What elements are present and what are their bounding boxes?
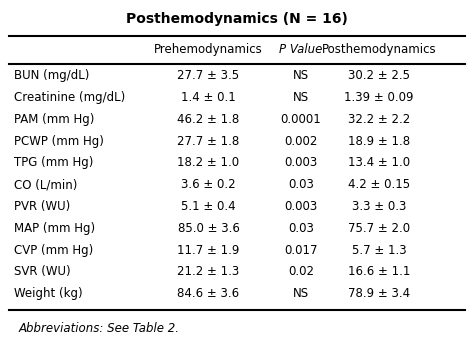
- Text: NS: NS: [293, 69, 309, 82]
- Text: 3.3 ± 0.3: 3.3 ± 0.3: [352, 200, 406, 213]
- Text: CO (L/min): CO (L/min): [14, 178, 78, 191]
- Text: 75.7 ± 2.0: 75.7 ± 2.0: [348, 222, 410, 235]
- Text: 1.4 ± 0.1: 1.4 ± 0.1: [181, 91, 236, 104]
- Text: 0.003: 0.003: [284, 200, 318, 213]
- Text: 27.7 ± 3.5: 27.7 ± 3.5: [177, 69, 240, 82]
- Text: 4.2 ± 0.15: 4.2 ± 0.15: [348, 178, 410, 191]
- Text: 85.0 ± 3.6: 85.0 ± 3.6: [178, 222, 239, 235]
- Text: Creatinine (mg/dL): Creatinine (mg/dL): [14, 91, 126, 104]
- Text: TPG (mm Hg): TPG (mm Hg): [14, 156, 93, 170]
- Text: 0.0001: 0.0001: [281, 113, 321, 126]
- Text: PCWP (mm Hg): PCWP (mm Hg): [14, 135, 104, 148]
- Text: 18.9 ± 1.8: 18.9 ± 1.8: [348, 135, 410, 148]
- Text: SVR (WU): SVR (WU): [14, 265, 71, 279]
- Text: 1.39 ± 0.09: 1.39 ± 0.09: [345, 91, 414, 104]
- Text: Posthemodynamics: Posthemodynamics: [322, 43, 437, 56]
- Text: P Value: P Value: [279, 43, 323, 56]
- Text: Abbreviations: See Table 2.: Abbreviations: See Table 2.: [19, 322, 180, 335]
- Text: CVP (mm Hg): CVP (mm Hg): [14, 244, 93, 257]
- Text: NS: NS: [293, 287, 309, 300]
- Text: 0.03: 0.03: [288, 222, 314, 235]
- Text: Weight (kg): Weight (kg): [14, 287, 83, 300]
- Text: 32.2 ± 2.2: 32.2 ± 2.2: [348, 113, 410, 126]
- Text: 5.7 ± 1.3: 5.7 ± 1.3: [352, 244, 407, 257]
- Text: 0.03: 0.03: [288, 178, 314, 191]
- Text: 13.4 ± 1.0: 13.4 ± 1.0: [348, 156, 410, 170]
- Text: 0.003: 0.003: [284, 156, 318, 170]
- Text: Prehemodynamics: Prehemodynamics: [154, 43, 263, 56]
- Text: 3.6 ± 0.2: 3.6 ± 0.2: [181, 178, 236, 191]
- Text: 0.017: 0.017: [284, 244, 318, 257]
- Text: 78.9 ± 3.4: 78.9 ± 3.4: [348, 287, 410, 300]
- Text: 27.7 ± 1.8: 27.7 ± 1.8: [177, 135, 240, 148]
- Text: 21.2 ± 1.3: 21.2 ± 1.3: [177, 265, 240, 279]
- Text: Posthemodynamics (N = 16): Posthemodynamics (N = 16): [126, 12, 348, 26]
- Text: 0.002: 0.002: [284, 135, 318, 148]
- Text: 18.2 ± 1.0: 18.2 ± 1.0: [177, 156, 240, 170]
- Text: 0.02: 0.02: [288, 265, 314, 279]
- Text: 30.2 ± 2.5: 30.2 ± 2.5: [348, 69, 410, 82]
- Text: MAP (mm Hg): MAP (mm Hg): [14, 222, 95, 235]
- Text: 84.6 ± 3.6: 84.6 ± 3.6: [177, 287, 240, 300]
- Text: 46.2 ± 1.8: 46.2 ± 1.8: [177, 113, 240, 126]
- Text: PAM (mm Hg): PAM (mm Hg): [14, 113, 95, 126]
- Text: NS: NS: [293, 91, 309, 104]
- Text: BUN (mg/dL): BUN (mg/dL): [14, 69, 90, 82]
- Text: 5.1 ± 0.4: 5.1 ± 0.4: [181, 200, 236, 213]
- Text: 16.6 ± 1.1: 16.6 ± 1.1: [348, 265, 410, 279]
- Text: 11.7 ± 1.9: 11.7 ± 1.9: [177, 244, 240, 257]
- Text: PVR (WU): PVR (WU): [14, 200, 71, 213]
